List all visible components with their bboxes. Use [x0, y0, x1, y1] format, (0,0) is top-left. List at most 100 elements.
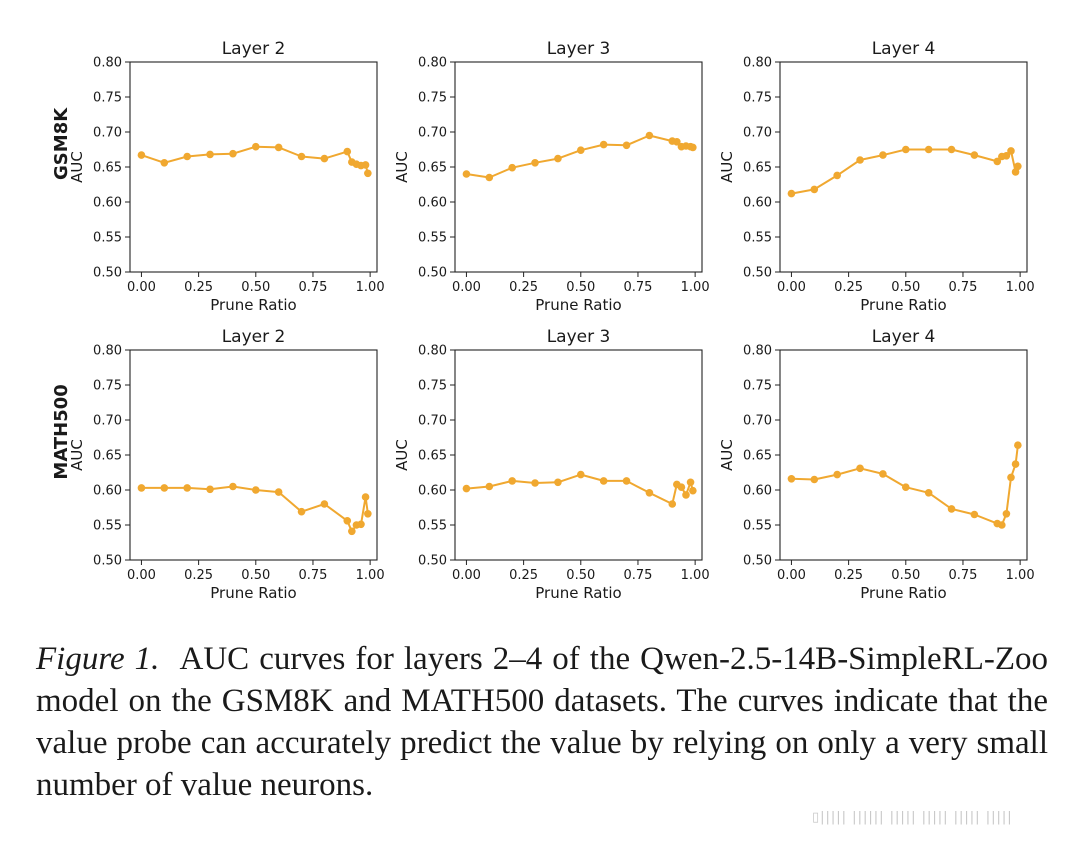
data-point: [833, 171, 841, 180]
y-tick-label: 0.55: [93, 519, 122, 534]
x-tick-label: 0.25: [834, 280, 863, 295]
x-tick-label: 0.25: [834, 568, 863, 583]
data-point: [206, 485, 214, 494]
data-point: [361, 493, 370, 501]
y-tick-label: 0.65: [93, 449, 122, 464]
caption-label: Figure 1.: [36, 641, 160, 677]
subplot-title-gsm8k-layer-3: Layer 3: [547, 39, 611, 59]
data-point: [682, 491, 690, 499]
y-tick-label: 0.75: [743, 91, 772, 106]
y-tick-label: 0.50: [93, 554, 122, 569]
data-point: [137, 484, 146, 492]
x-tick-label: 1.00: [1006, 280, 1035, 295]
y-tick-label: 0.75: [93, 379, 122, 394]
data-point: [357, 520, 365, 529]
data-point: [998, 521, 1006, 529]
data-point: [348, 527, 356, 536]
y-tick-label: 0.75: [743, 379, 772, 394]
y-tick-label: 0.70: [418, 414, 447, 429]
data-point: [1011, 460, 1020, 468]
series-line-gsm8k-layer-2: [141, 145, 369, 174]
x-axis-title: Prune Ratio: [210, 296, 296, 314]
y-tick-label: 0.70: [418, 126, 447, 141]
data-point: [361, 161, 370, 169]
x-tick-label: 0.75: [623, 568, 652, 583]
data-point: [901, 483, 910, 492]
y-tick-label: 0.50: [93, 266, 122, 281]
data-point: [856, 464, 864, 473]
x-tick-label: 0.50: [891, 568, 920, 583]
data-point: [810, 475, 819, 484]
x-tick-label: 0.25: [184, 280, 213, 295]
data-point: [645, 131, 654, 140]
x-tick-label: 0.50: [566, 568, 595, 583]
data-point: [462, 484, 471, 493]
data-point: [343, 517, 352, 525]
x-tick-label: 0.25: [509, 568, 538, 583]
data-point: [970, 510, 979, 519]
data-point: [787, 475, 796, 483]
subplot-title-math500-layer-4: Layer 4: [872, 327, 936, 347]
y-tick-label: 0.50: [743, 554, 772, 569]
data-point: [673, 138, 681, 146]
auc-figure: GSM8K MATH500 Layer 2 0.50 0.55 0.60 0.65 0.70 0…: [51, 39, 1035, 602]
x-tick-label: 1.00: [1006, 568, 1035, 583]
data-point: [183, 152, 191, 161]
subplot-title-gsm8k-layer-2: Layer 2: [222, 39, 286, 59]
data-point: [879, 151, 887, 159]
row-label-math500: MATH500: [51, 384, 72, 479]
data-point: [320, 500, 329, 508]
data-point: [508, 477, 516, 485]
series-line-math500-layer-3: [466, 473, 694, 505]
y-tick-label: 0.60: [743, 484, 772, 499]
y-tick-label: 0.70: [93, 126, 122, 141]
y-tick-label: 0.80: [418, 344, 447, 359]
row-label-gsm8k: GSM8K: [51, 107, 72, 180]
y-tick-label: 0.50: [418, 266, 447, 281]
y-tick-label: 0.65: [418, 161, 447, 176]
data-point: [810, 185, 819, 194]
data-point: [1007, 473, 1015, 482]
y-axis-title: AUC: [393, 439, 411, 471]
data-point: [160, 159, 169, 167]
x-tick-label: 0.00: [127, 568, 156, 583]
y-tick-label: 0.55: [418, 231, 447, 246]
y-tick-label: 0.75: [418, 91, 447, 106]
y-tick-label: 0.55: [743, 231, 772, 246]
x-tick-label: 0.50: [566, 280, 595, 295]
y-tick-label: 0.80: [743, 56, 772, 71]
x-tick-label: 0.75: [298, 280, 327, 295]
x-tick-label: 0.25: [509, 280, 538, 295]
y-tick-label: 0.60: [418, 484, 447, 499]
x-tick-label: 0.50: [241, 280, 270, 295]
data-point: [599, 477, 608, 485]
data-point: [364, 169, 372, 178]
data-point: [689, 486, 697, 495]
y-tick-label: 0.80: [93, 344, 122, 359]
plot-frame-gsm8k-layer-4: [779, 61, 1028, 273]
x-tick-label: 0.75: [298, 568, 327, 583]
data-point: [856, 156, 864, 164]
data-point: [229, 149, 237, 158]
data-point: [576, 146, 585, 154]
y-tick-label: 0.65: [418, 449, 447, 464]
y-tick-label: 0.55: [743, 519, 772, 534]
data-point: [879, 470, 887, 478]
y-axis-title: AUC: [393, 151, 411, 183]
data-point: [833, 470, 841, 479]
y-tick-label: 0.50: [743, 266, 772, 281]
data-point: [137, 151, 146, 159]
y-tick-label: 0.80: [418, 56, 447, 71]
data-point: [251, 486, 260, 494]
data-point: [947, 505, 956, 513]
x-tick-label: 1.00: [356, 568, 385, 583]
x-tick-label: 0.00: [452, 280, 481, 295]
x-tick-label: 0.00: [452, 568, 481, 583]
data-point: [924, 145, 933, 154]
y-tick-label: 0.50: [418, 554, 447, 569]
data-point: [462, 170, 471, 178]
subplot-title-gsm8k-layer-4: Layer 4: [872, 39, 936, 59]
data-point: [229, 482, 237, 491]
y-tick-label: 0.55: [93, 231, 122, 246]
data-point: [251, 142, 260, 151]
